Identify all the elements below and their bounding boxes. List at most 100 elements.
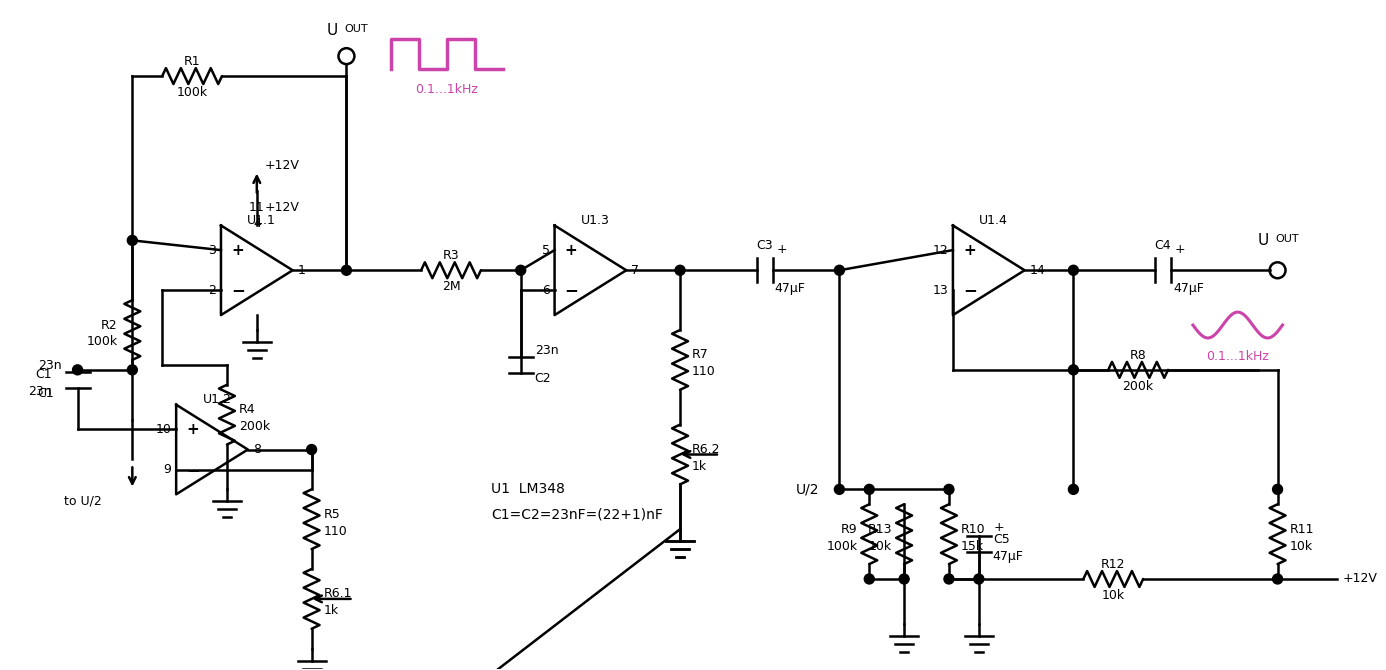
Text: R7: R7 <box>692 348 708 361</box>
Circle shape <box>306 444 316 454</box>
Circle shape <box>516 265 525 275</box>
Text: −: − <box>963 281 977 299</box>
Text: 47μF: 47μF <box>1173 282 1204 295</box>
Text: U1.3: U1.3 <box>581 214 610 226</box>
Circle shape <box>1272 484 1282 494</box>
Text: 2: 2 <box>208 284 216 297</box>
Text: 100k: 100k <box>826 539 858 553</box>
Text: +: + <box>231 243 244 257</box>
Text: 5: 5 <box>542 244 550 257</box>
Text: 10k: 10k <box>1289 539 1313 553</box>
Text: C1=C2=23nF=(22+1)nF: C1=C2=23nF=(22+1)nF <box>491 507 663 521</box>
Text: 10k: 10k <box>869 539 893 553</box>
Text: +: + <box>994 521 1005 534</box>
Text: +: + <box>776 243 787 257</box>
Circle shape <box>900 574 909 584</box>
Circle shape <box>1069 365 1078 375</box>
Text: +: + <box>1175 243 1185 257</box>
Circle shape <box>974 574 984 584</box>
Text: U1  LM348: U1 LM348 <box>491 482 564 496</box>
Text: C4: C4 <box>1155 239 1171 253</box>
Text: OUT: OUT <box>1275 234 1299 245</box>
Text: R3: R3 <box>442 249 459 262</box>
Text: 23n: 23n <box>37 359 61 373</box>
Text: 13: 13 <box>933 284 948 297</box>
Text: R12: R12 <box>1100 558 1125 571</box>
Text: 3: 3 <box>208 244 216 257</box>
Circle shape <box>865 484 875 494</box>
Text: 7: 7 <box>631 264 639 277</box>
Text: 10: 10 <box>155 423 172 436</box>
Circle shape <box>834 484 844 494</box>
Text: 47μF: 47μF <box>992 549 1024 563</box>
Text: +: + <box>186 422 198 437</box>
Text: 6: 6 <box>542 284 550 297</box>
Text: 0.1...1kHz: 0.1...1kHz <box>1206 350 1270 363</box>
Text: U1.4: U1.4 <box>980 214 1008 226</box>
Circle shape <box>944 484 954 494</box>
Text: 4: 4 <box>252 218 261 230</box>
Text: R9: R9 <box>841 523 858 536</box>
Text: 47μF: 47μF <box>775 282 805 295</box>
Circle shape <box>341 265 352 275</box>
Text: 1k: 1k <box>692 460 707 473</box>
Text: 1k: 1k <box>323 604 338 617</box>
Text: C1: C1 <box>37 387 54 400</box>
Text: C5: C5 <box>992 533 1009 545</box>
Text: R8: R8 <box>1130 349 1146 362</box>
Circle shape <box>128 235 137 245</box>
Text: R6.1: R6.1 <box>323 588 352 600</box>
Text: −: − <box>231 281 245 299</box>
Text: U1.1: U1.1 <box>247 214 276 226</box>
Text: 110: 110 <box>323 525 348 538</box>
Text: R13: R13 <box>868 523 893 536</box>
Circle shape <box>1272 574 1282 584</box>
Text: R1: R1 <box>184 55 201 68</box>
Text: 10k: 10k <box>1102 589 1125 602</box>
Text: 14: 14 <box>1030 264 1045 277</box>
Circle shape <box>1069 484 1078 494</box>
Text: 15k: 15k <box>960 539 984 553</box>
Text: C2: C2 <box>535 373 552 385</box>
Circle shape <box>834 265 844 275</box>
Text: 2M: 2M <box>442 280 460 293</box>
Text: 200k: 200k <box>238 420 270 433</box>
Text: 11: 11 <box>249 200 265 214</box>
Text: 200k: 200k <box>1123 380 1153 393</box>
Text: C3: C3 <box>757 239 773 253</box>
Text: 9: 9 <box>164 463 172 476</box>
Text: U1.2: U1.2 <box>202 393 231 406</box>
Circle shape <box>944 574 954 584</box>
Text: 0.1...1kHz: 0.1...1kHz <box>416 83 478 96</box>
Circle shape <box>128 365 137 375</box>
Text: −: − <box>564 281 578 299</box>
Text: 8: 8 <box>252 443 261 456</box>
Text: R11: R11 <box>1289 523 1314 536</box>
Text: R4: R4 <box>238 403 255 416</box>
Text: R2: R2 <box>101 318 118 332</box>
Text: 110: 110 <box>692 365 715 379</box>
Text: U/2: U/2 <box>796 482 819 496</box>
Text: +12V: +12V <box>265 201 299 214</box>
Circle shape <box>72 365 83 375</box>
Text: −: − <box>186 461 200 478</box>
Text: R10: R10 <box>960 523 985 536</box>
Text: U: U <box>1258 233 1270 249</box>
Text: +: + <box>564 243 578 257</box>
Circle shape <box>865 574 875 584</box>
Text: 1: 1 <box>298 264 305 277</box>
Text: R5: R5 <box>323 508 341 521</box>
Text: R6.2: R6.2 <box>692 443 721 456</box>
Text: +: + <box>963 243 976 257</box>
Text: 100k: 100k <box>176 86 208 99</box>
Text: to U/2: to U/2 <box>64 494 101 507</box>
Text: +12V: +12V <box>265 159 299 172</box>
Text: 12: 12 <box>933 244 948 257</box>
Text: C1: C1 <box>35 369 51 381</box>
Text: OUT: OUT <box>345 24 369 34</box>
Text: 23n: 23n <box>28 385 51 398</box>
Circle shape <box>1069 265 1078 275</box>
Text: 23n: 23n <box>535 344 559 357</box>
Circle shape <box>675 265 685 275</box>
Text: U: U <box>327 23 338 38</box>
